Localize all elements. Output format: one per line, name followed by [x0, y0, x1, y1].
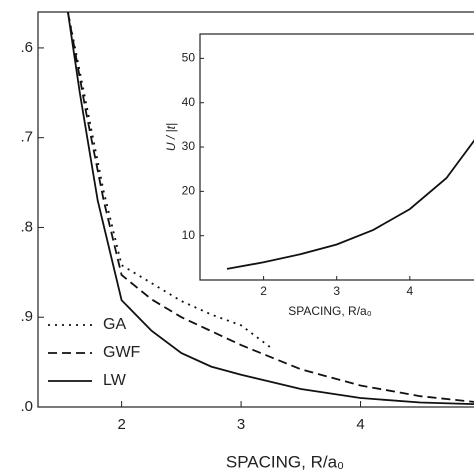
y-tick-label: .6	[20, 39, 33, 56]
series-line	[226, 139, 474, 270]
y-tick-label: .7	[20, 129, 33, 146]
frame	[37, 11, 474, 408]
x-tick-label: 2	[117, 416, 125, 433]
y-tick-label: 30	[182, 139, 196, 153]
plot-main: 2 3 4 .6 .7 .8 .9 .0 SPACING, R/a₀ GA GWF LW	[20, 11, 474, 471]
inset-bg	[200, 34, 474, 280]
series-line	[67, 12, 474, 406]
y-tick-label: 50	[182, 51, 196, 65]
x-tick-label: 2	[260, 284, 267, 298]
y-tick-label: .0	[20, 398, 33, 415]
x-tick-label: 4	[406, 284, 413, 298]
y-axis-label: U / |t|	[164, 123, 178, 151]
y-tick-label: .9	[20, 308, 33, 325]
y-tick-label: .8	[20, 218, 33, 235]
x-tick-label: 4	[356, 416, 364, 433]
x-tick-label: 3	[333, 284, 340, 298]
x-tick-label: 3	[237, 416, 245, 433]
x-axis-label: SPACING, R/a₀	[226, 452, 344, 471]
x-axis-label: SPACING, R/a₀	[288, 304, 371, 318]
y-tick-label: 10	[182, 228, 196, 242]
y-tick-label: 40	[182, 95, 196, 109]
legend-label: GWF	[103, 344, 141, 361]
y-tick-label: 20	[182, 184, 196, 198]
frame	[199, 33, 474, 281]
legend-label: LW	[103, 372, 127, 389]
series-line	[67, 12, 474, 403]
legend-label: GA	[103, 316, 126, 333]
plot-ins: 2 3 4 10 20 30 40 50 SPACING, R/a₀ U / |t|	[164, 33, 474, 318]
